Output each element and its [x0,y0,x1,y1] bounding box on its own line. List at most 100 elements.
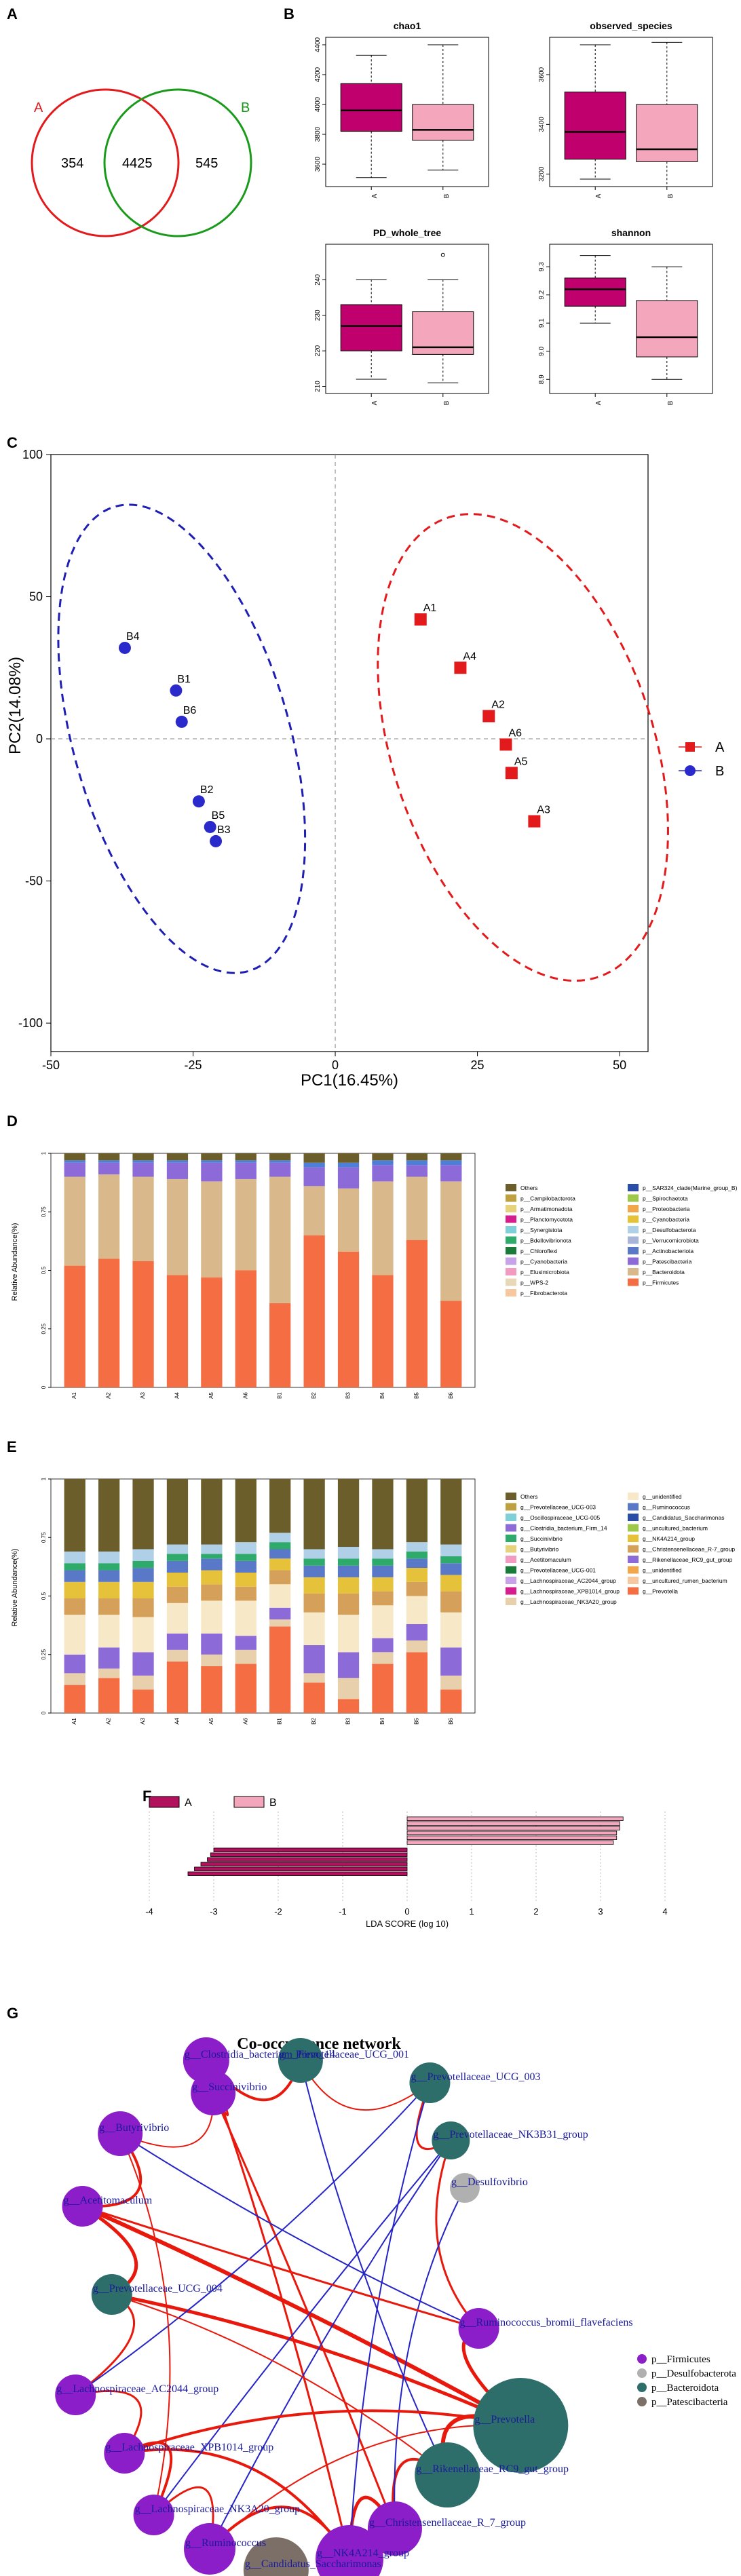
network-node [104,2433,145,2474]
bar-segment [372,1153,394,1161]
bar-segment [166,1573,189,1587]
bar-segment [235,1160,256,1163]
bar-segment [337,1547,360,1559]
network-node-label: g__Candidatus_Saccharimonas [245,2558,381,2570]
bar-segment [132,1153,154,1161]
legend-label: g__unidentified [643,1493,682,1500]
lda-bar-a [213,1847,408,1852]
legend-label: g__Prevotella [643,1588,678,1595]
bar-segment [269,1153,291,1161]
network-node [367,2501,422,2556]
bar-segment [166,1554,189,1561]
bar-segment [303,1673,325,1683]
x-tick-label: B1 [277,1392,283,1399]
boxplot-title: shannon [611,227,651,238]
y-tick-label: 3600 [314,156,322,172]
legend-label: g__Rikenellaceae_RC9_gut_group [643,1556,733,1563]
y-tick-label: 3400 [538,117,546,132]
network-node-label: g__Prevotellaceae_UCG_004 [93,2283,223,2294]
lda-bar-b [406,1830,618,1835]
genus-stacked-bars: 0 0.25 0.5 0.75 1 A1 A2 A3 A4 A5 A6 B1 B2 B3 B4 B5 B6 Ot… [11,1477,735,1725]
legend-swatch [506,1194,516,1202]
legend-swatch [628,1577,639,1584]
panel-label-d: D [7,1113,18,1130]
x-tick-label: B2 [311,1392,317,1399]
legend-label: g__Candidatus_Saccharimonas [643,1514,725,1521]
bar-segment [337,1167,360,1189]
bar-segment [372,1565,394,1577]
bar-segment [269,1626,291,1713]
bar-segment [132,1689,154,1713]
y-tick-label: 8.9 [538,374,546,384]
bar-segment [269,1479,291,1533]
bar-segment [440,1544,462,1556]
bar-segment [201,1666,223,1713]
bar-segment [166,1162,189,1179]
bar-segment [98,1647,120,1669]
network-node-label: g__Succinivibrio [192,2081,267,2093]
network-legend-swatch [637,2397,647,2406]
network-node-label: g__Clostridia_bacterium_Firm_14 [185,2049,335,2060]
lda-x-label: LDA SCORE (log 10) [366,1919,449,1929]
legend-swatch [506,1289,516,1296]
legend-label: g__Ruminococcus [643,1504,690,1511]
plot-frame [325,37,489,187]
pca-legend: A B [679,740,725,779]
network-node-label: g__Prevotellaceae_NK3B31_group [433,2129,588,2140]
legend-swatch [628,1278,639,1286]
box-a [564,277,626,307]
bar-segment [337,1251,360,1387]
alpha-diversity-boxplots: chao1 3600 3800 4000 4200 4400 A B observed_spe… [285,17,733,424]
network-node [98,2111,143,2156]
bar-segment [166,1178,189,1275]
x-tick-label: -1 [339,1906,347,1917]
bar-segment [406,1581,428,1596]
bar-segment [440,1675,462,1690]
sample-point-a [499,738,512,751]
bar-segment [235,1573,256,1587]
legend-swatch [506,1236,516,1244]
legend-label: p__Armatimonadota [520,1206,573,1212]
sample-point-b [118,641,131,654]
bar-segment [64,1673,86,1685]
bar-segment [303,1479,325,1550]
x-tick-label: A3 [140,1718,146,1725]
y-tick-label: 9.2 [538,290,546,299]
bar-segment [98,1615,120,1648]
x-tick-label: A5 [208,1392,214,1399]
confidence-ellipse-a [377,513,669,982]
bar-segment [201,1633,223,1655]
sample-label: A3 [537,805,550,816]
positive-edge [111,2294,448,2476]
bar-segment [406,1160,428,1166]
x-tick-label: A6 [242,1718,248,1725]
boxplot-title: chao1 [394,20,421,31]
x-tick-label: A2 [106,1392,112,1399]
y-tick-label: 9.1 [538,318,546,328]
x-tick-label: B4 [379,1718,385,1725]
legend-swatch [628,1226,639,1233]
y-tick-label: 50 [29,590,43,604]
legend-label: p__Synergistota [520,1227,563,1233]
bar-segment [440,1479,462,1545]
legend-swatch [506,1257,516,1265]
network-node-label: g__Butyrivibrio [99,2122,169,2134]
bar-segment [440,1575,462,1592]
panel-label-a: A [7,5,18,22]
x-tick-label: A [371,193,379,198]
legend-swatch [628,1215,639,1223]
venn-only-b: 545 [195,156,218,171]
legend-label: g__Christensenellaceae_R-7_group [643,1546,735,1553]
genus-y-label: Relative Abundance(%) [11,1549,19,1627]
lda-legend-a: A [185,1797,192,1809]
box-a [564,92,626,160]
bar-segment [303,1577,325,1594]
bar-segment [201,1181,223,1277]
bar-segment [372,1181,394,1275]
panel-label-c: C [7,434,18,451]
x-tick-label: A2 [106,1718,112,1725]
bar-segment [372,1549,394,1559]
legend-label: p__Planctomycetota [520,1216,573,1223]
y-tick-label: 0 [41,1711,47,1714]
bar-segment [372,1165,394,1182]
